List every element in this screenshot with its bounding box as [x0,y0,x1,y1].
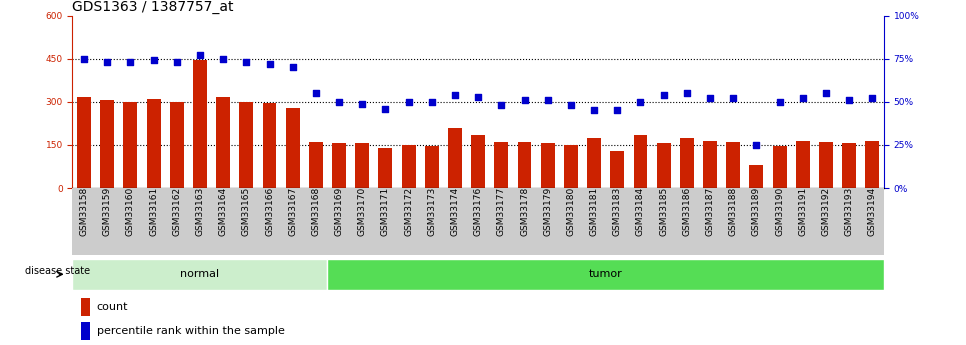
Bar [170,102,184,188]
Point [169,59,185,65]
Point [424,99,440,105]
Bar [657,144,670,188]
Bar [564,145,578,188]
Point [470,94,486,99]
Bar [332,144,346,188]
Bar [448,128,462,188]
Point [656,92,671,98]
Bar [216,97,230,188]
Point [285,65,300,70]
Text: percentile rank within the sample: percentile rank within the sample [97,326,285,336]
Point [355,101,370,106]
Bar [680,138,694,188]
Point [262,61,277,67]
Point [215,56,231,61]
Point [76,56,92,61]
Bar [495,142,508,188]
Point [401,99,416,105]
Point [378,106,393,111]
Bar [819,142,833,188]
Point [679,90,695,96]
Bar [425,146,439,188]
Bar [402,145,415,188]
Point [633,99,648,105]
Bar [100,100,114,188]
Point [865,96,880,101]
Bar [80,323,90,340]
Bar [263,103,276,188]
Bar [286,108,299,188]
Bar [541,144,554,188]
Bar [80,298,90,316]
Point [123,59,138,65]
Text: count: count [97,303,128,313]
Text: normal: normal [181,269,219,279]
Point [517,97,532,103]
Bar [773,146,786,188]
Bar [611,151,624,188]
Bar [518,142,531,188]
Bar [634,135,647,188]
Text: tumor: tumor [589,269,622,279]
Bar [796,141,810,188]
Bar [77,97,91,188]
Point [702,96,718,101]
Point [586,108,602,113]
Bar [379,148,392,188]
Point [239,59,254,65]
Point [610,108,625,113]
Bar [72,259,327,290]
Bar [147,99,160,188]
Bar [240,102,253,188]
Point [749,142,764,148]
Bar [703,141,717,188]
Bar [842,144,856,188]
Point [563,102,579,108]
Point [841,97,857,103]
Bar [124,102,137,188]
Text: GDS1363 / 1387757_at: GDS1363 / 1387757_at [72,0,234,14]
Bar [309,142,323,188]
Point [146,58,161,63]
Point [795,96,810,101]
Point [447,92,463,98]
Point [540,97,555,103]
Point [331,99,347,105]
Bar [866,141,879,188]
Point [192,52,208,58]
Bar [327,259,884,290]
Bar [750,165,763,188]
Bar [355,144,369,188]
Bar [193,60,207,188]
Bar [587,138,601,188]
Text: disease state: disease state [25,266,91,276]
Point [818,90,834,96]
Point [494,102,509,108]
Bar [726,142,740,188]
Point [99,59,115,65]
Point [725,96,741,101]
Bar [471,135,485,188]
Point [308,90,324,96]
Point [772,99,787,105]
